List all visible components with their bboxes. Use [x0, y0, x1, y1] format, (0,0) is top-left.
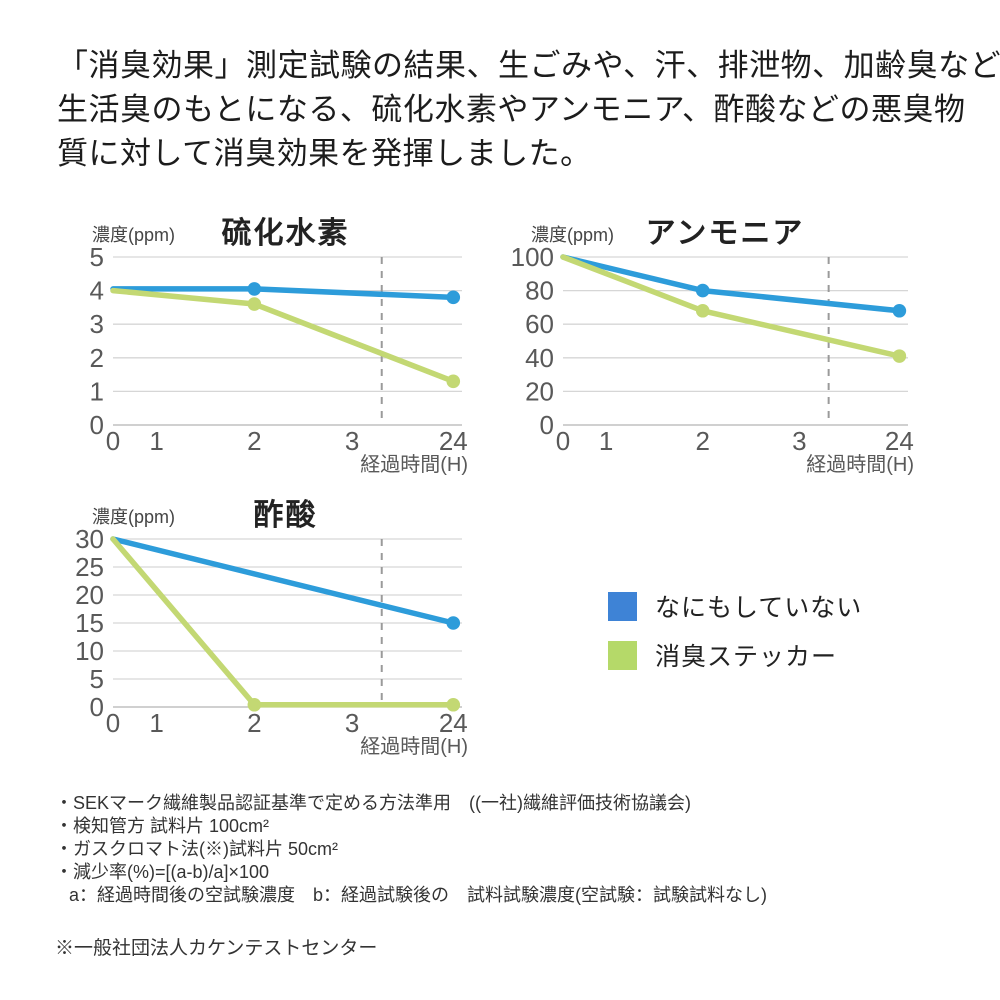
x-tick-label: 24 [439, 708, 468, 738]
x-tick-label: 1 [149, 426, 163, 456]
x-tick-label: 2 [247, 708, 261, 738]
sticker-data-point [446, 374, 461, 389]
y-tick-label: 0 [90, 410, 104, 440]
legend-item-sticker: 消臭ステッカー [608, 637, 837, 673]
x-tick-label: 2 [695, 426, 709, 456]
note-line: ・ガスクロマト法(※)試料片 50cm² [55, 839, 338, 859]
untreated-swatch-icon [608, 591, 637, 621]
footnote: ※一般社団法人カケンテストセンター [55, 938, 378, 959]
y-tick-label: 1 [90, 376, 104, 406]
x-tick-label: 24 [439, 426, 468, 456]
y-tick-label: 0 [540, 410, 554, 440]
untreated-data-point [695, 283, 710, 298]
y-tick-label: 10 [75, 636, 104, 666]
x-axis-label: 経過時間(H) [806, 453, 914, 476]
x-tick-label: 3 [792, 426, 806, 456]
heading-line: 質に対して消臭効果を発揮しました。 [57, 136, 592, 171]
untreated-data-point [446, 290, 461, 305]
heading: 「消臭効果」測定試験の結果、生ごみや、汗、排泄物、加齢臭など 生活臭のもとになる… [57, 44, 1000, 176]
note-line: ・減少率(%)=[(a-b)/a]×100 [55, 862, 270, 882]
legend-item-untreated: なにもしていない [608, 588, 862, 624]
untreated-data-point [446, 616, 461, 630]
chart-title-hydrogen-sulfide: 硫化水素 [221, 217, 350, 250]
x-tick-label: 2 [247, 426, 261, 456]
x-tick-label: 1 [149, 708, 163, 738]
y-tick-label: 15 [75, 608, 104, 638]
y-tick-label: 2 [90, 343, 104, 373]
heading-line: 生活臭のもとになる、硫化水素やアンモニア、酢酸などの悪臭物 [57, 92, 966, 127]
y-tick-label: 20 [525, 376, 554, 406]
untreated-line [110, 536, 457, 626]
y-tick-label: 80 [525, 276, 554, 306]
note-line: ・SEKマーク繊維製品認証基準で定める方法準用 ((一社)繊維評価技術協議会) [55, 793, 691, 813]
sticker-data-point [695, 303, 710, 318]
y-axis-label: 濃度(ppm) [531, 225, 615, 245]
untreated-line [560, 254, 903, 314]
sticker-data-point [446, 697, 461, 712]
y-tick-label: 5 [90, 664, 104, 694]
untreated-data-point [892, 303, 907, 318]
x-axis-label: 経過時間(H) [360, 453, 468, 476]
x-tick-label: 0 [556, 426, 570, 456]
x-tick-label: 0 [106, 426, 120, 456]
legend-label: 消臭ステッカー [655, 643, 838, 671]
y-tick-label: 60 [525, 309, 554, 339]
y-tick-label: 0 [90, 692, 104, 722]
sticker-data-point [247, 297, 262, 311]
sticker-swatch-icon [608, 640, 637, 670]
sticker-line [110, 536, 457, 708]
y-tick-label: 4 [90, 276, 104, 306]
x-tick-label: 3 [345, 708, 359, 738]
untreated-data-point [247, 282, 262, 296]
heading-line: 「消臭効果」測定試験の結果、生ごみや、汗、排泄物、加齢臭など [57, 48, 1000, 83]
y-tick-label: 100 [511, 242, 554, 272]
sticker-data-point [892, 349, 907, 363]
legend-label: なにもしていない [655, 594, 863, 622]
note-line: ・検知管方 試料片 100cm² [55, 816, 270, 836]
y-axis-label: 濃度(ppm) [92, 225, 176, 245]
x-tick-label: 3 [345, 426, 359, 456]
y-tick-label: 3 [90, 309, 104, 339]
y-tick-label: 40 [525, 343, 554, 373]
y-tick-label: 25 [75, 552, 104, 582]
sticker-data-point [247, 697, 262, 712]
x-axis-label: 経過時間(H) [360, 735, 468, 758]
note-line: a：経過時間後の空試験濃度 b：経過試験後の 試料試験濃度(空試験：試験試料なし… [69, 885, 768, 905]
y-tick-label: 30 [75, 524, 104, 554]
x-tick-label: 1 [599, 426, 613, 456]
y-tick-label: 20 [75, 580, 104, 610]
y-tick-label: 5 [90, 242, 104, 272]
chart-title-acetic-acid: 酢酸 [253, 499, 318, 532]
sticker-line [110, 287, 457, 385]
y-axis-label: 濃度(ppm) [92, 507, 176, 527]
test-method-notes: ・SEKマーク繊維製品認証基準で定める方法準用 ((一社)繊維評価技術協議会) … [55, 792, 767, 907]
x-tick-label: 24 [885, 426, 914, 456]
x-tick-label: 0 [106, 708, 120, 738]
chart-title-ammonia: アンモニア [645, 217, 805, 250]
